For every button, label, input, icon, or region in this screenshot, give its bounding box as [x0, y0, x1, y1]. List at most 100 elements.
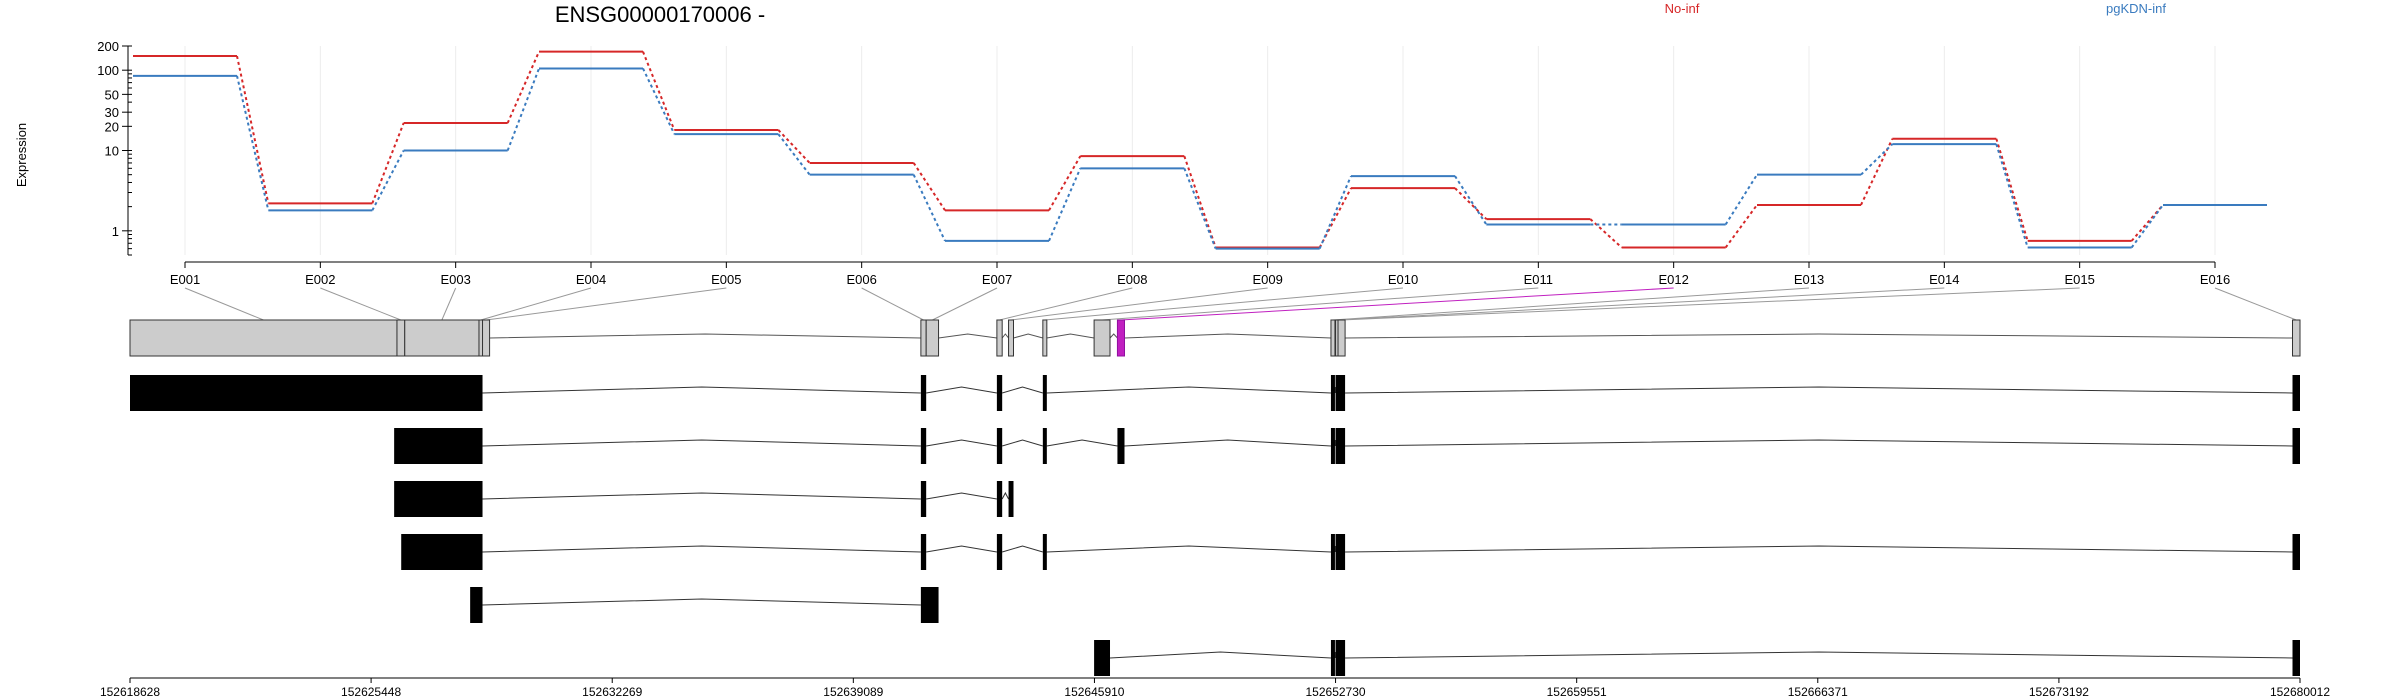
legend-no-inf: No-inf: [1665, 1, 1700, 16]
coordinate-label: 152666371: [1788, 685, 1848, 699]
transcript-intron: [1002, 386, 1043, 394]
transcript-exon: [401, 534, 483, 570]
connector-e014: [1336, 287, 1945, 321]
transcript-intron: [1046, 545, 1331, 553]
connector-e007: [932, 287, 998, 321]
transcript-intron: [482, 439, 921, 447]
link-e014: [1995, 143, 2029, 248]
transcript-5: [470, 587, 939, 623]
link-e007: [1048, 155, 1082, 211]
transcript-intron: [1109, 651, 1331, 659]
link-e004: [642, 68, 676, 135]
transcript-exon: [1330, 375, 1335, 411]
link-e001: [236, 55, 270, 204]
transcript-exon: [996, 481, 1003, 517]
x-tick-label-e011: E011: [1524, 272, 1553, 287]
link-e003: [506, 51, 540, 124]
transcripts: [130, 375, 2300, 676]
link-e002: [371, 122, 405, 204]
transcript-exon: [1117, 428, 1125, 464]
transcript-intron: [1046, 386, 1331, 394]
transcript-exon: [920, 481, 927, 517]
gene-intron: [1046, 333, 1095, 339]
y-tick-label-100: 100: [97, 63, 119, 78]
genome-coordinate-axis: 152618628 152625448 152632269 152639089 1526…: [100, 677, 2330, 699]
coordinate-label: 152680012: [2270, 685, 2330, 699]
transcript-intron: [926, 386, 997, 394]
series-no-inf: [133, 50, 2267, 249]
transcript-3: [394, 481, 1014, 517]
connector-e004: [480, 287, 592, 321]
chart-title: ENSG00000170006 -: [555, 2, 765, 27]
transcript-exon: [1042, 534, 1047, 570]
link-e003: [506, 68, 540, 151]
link-e009: [1318, 175, 1352, 250]
transcript-intron: [1345, 651, 2293, 659]
coordinate-label: 152652730: [1306, 685, 1366, 699]
gene-exon-e005: [482, 319, 491, 357]
coordinate-label: 152618628: [100, 685, 160, 699]
x-tick-label-e015: E015: [2064, 272, 2094, 287]
y-tick-label-20: 20: [105, 119, 119, 134]
gene-exon-e011: [1093, 319, 1111, 357]
x-tick-label-e003: E003: [440, 272, 470, 287]
gene-model: [129, 319, 2301, 357]
connector-e012: [1120, 287, 1674, 321]
transcript-intron: [1345, 386, 2293, 394]
gene-intron: [1001, 333, 1009, 339]
series-lines: [133, 50, 2267, 250]
transcript-exon: [1335, 375, 1346, 411]
transcript-exon: [1094, 640, 1111, 676]
gene-intron: [1345, 333, 2293, 339]
x-tick-label-e008: E008: [1117, 272, 1147, 287]
transcript-exon: [920, 534, 927, 570]
coordinate-label: 152632269: [582, 685, 642, 699]
link-e013: [1860, 143, 1894, 176]
gene-exon-e008: [996, 319, 1003, 357]
x-tick-label-e001: E001: [170, 272, 200, 287]
connector-e003: [441, 287, 457, 321]
transcript-intron: [482, 386, 921, 394]
transcript-intron: [1345, 545, 2293, 553]
x-tick-label-e009: E009: [1252, 272, 1282, 287]
link-e012: [1724, 174, 1758, 225]
transcript-exon: [1042, 375, 1047, 411]
gene-exon-e002: [396, 319, 406, 357]
x-tick-label-e014: E014: [1929, 272, 1959, 287]
x-tick-label-e010: E010: [1388, 272, 1418, 287]
y-tick-label-200: 200: [97, 39, 119, 54]
transcript-exon: [996, 428, 1003, 464]
x-tick-label-e016: E016: [2200, 272, 2230, 287]
gene-exon-e007: [925, 319, 940, 357]
transcript-intron: [926, 492, 997, 500]
gene-intron: [1013, 333, 1043, 339]
connector-e011: [1102, 287, 1539, 321]
gene-intron: [938, 333, 997, 339]
coordinate-label: 152659551: [1547, 685, 1607, 699]
transcript-exon: [1335, 640, 1346, 676]
link-e010: [1454, 187, 1488, 220]
link-e007: [1048, 167, 1082, 242]
link-e008: [1183, 167, 1217, 250]
connector-e006: [861, 287, 924, 321]
gene-exon-e001: [129, 319, 398, 357]
transcript-intron: [482, 598, 921, 606]
grid-lines: [184, 46, 2216, 255]
transcript-exon: [1330, 428, 1335, 464]
transcript-exon: [394, 481, 483, 517]
gene-exon-e006: [920, 319, 927, 357]
link-e001: [236, 75, 270, 211]
x-tick-label-e002: E002: [305, 272, 335, 287]
connector-e010: [1044, 287, 1404, 321]
transcript-intron: [926, 545, 997, 553]
gene-exon-e009: [1008, 319, 1014, 357]
link-e009: [1318, 187, 1352, 248]
transcript-exon: [2292, 375, 2300, 411]
transcript-intron: [1001, 491, 1009, 500]
link-e005: [777, 133, 811, 176]
exon-connectors: [184, 287, 2297, 321]
y-tick-label-30: 30: [105, 105, 119, 120]
transcript-exon: [996, 534, 1003, 570]
link-e004: [642, 51, 676, 131]
